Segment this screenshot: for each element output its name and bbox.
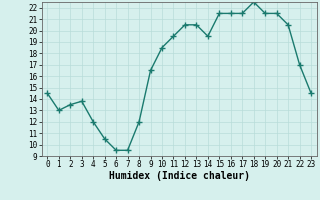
X-axis label: Humidex (Indice chaleur): Humidex (Indice chaleur) [109,171,250,181]
